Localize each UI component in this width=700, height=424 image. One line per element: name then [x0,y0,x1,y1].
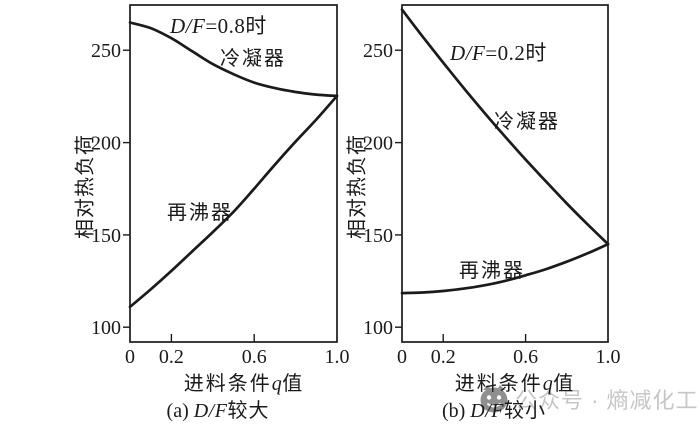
caption-df: D/F [470,400,505,422]
y-tick-label-a: 250 [91,40,121,62]
y-tick-label-a: 150 [91,225,121,247]
y-tick-label-a: 100 [91,317,121,339]
x-label-post: 值 [553,373,576,395]
y-axis-label-b: 相对热负荷 [346,134,369,239]
y-axis-label-a: 相对热负荷 [74,134,97,239]
df-ratio-text: D/F [450,41,486,65]
wechat-account-logo-icon [480,385,508,413]
condenser-curve-label-a: 冷凝器 [220,48,286,70]
caption-a: (a) D/F较大 [138,394,298,423]
plot-box-b [401,4,609,343]
caption-df: D/F [193,400,228,422]
y-tick-label-b: 100 [363,317,393,339]
x-tick-label-b: 0.2 [431,346,456,368]
caption-b: (b) D/F较小 [414,394,574,423]
condition-value-text: =0.2时 [485,41,547,65]
caption-text: 较大 [227,400,270,422]
watermark-text: 公众号 · 熵减化工 [515,388,699,413]
x-label-pre: 进料条件 [454,373,543,395]
x-label-variable: q [271,373,283,395]
x-tick-label-a: 0.6 [242,346,267,368]
condenser-curve-label-b: 冷凝器 [494,111,560,133]
reboiler-curve-label-b: 再沸器 [459,260,525,282]
watermark: 公众号 · 熵减化工 [478,383,699,415]
x-tick-label-b: 0.6 [513,346,538,368]
caption-index: (a) [166,400,189,422]
y-tick-label-b: 250 [363,40,393,62]
y-tick-label-a: 200 [91,133,121,155]
condition-value-text: =0.8时 [205,14,267,38]
x-tick-label-b: 0 [397,346,407,368]
reboiler-curve-a [128,94,339,309]
y-tick-label-b: 200 [363,133,393,155]
x-label-variable: q [542,373,554,395]
condenser-curve-a [128,21,339,98]
x-label-pre: 进料条件 [183,373,272,395]
plot-box-a [129,4,338,343]
x-tick-label-a: 1.0 [325,346,350,368]
x-tick-label-a: 0 [125,346,135,368]
condition-title-a: D/F=0.8时 [170,10,267,40]
condition-title-b: D/F=0.2时 [450,37,547,67]
y-tick-label-b: 150 [363,225,393,247]
x-axis-label-a: 进料条件q值 [164,367,324,396]
x-axis-label-b: 进料条件q值 [435,367,595,396]
x-tick-label-a: 0.2 [159,346,184,368]
reboiler-curve-label-a: 再沸器 [167,202,233,224]
caption-index: (b) [441,400,466,422]
x-label-post: 值 [282,373,305,395]
caption-text: 较小 [504,400,547,422]
x-tick-label-b: 1.0 [596,346,621,368]
df-ratio-text: D/F [170,14,206,38]
condenser-curve-b [400,8,610,246]
reboiler-curve-b [400,242,610,295]
